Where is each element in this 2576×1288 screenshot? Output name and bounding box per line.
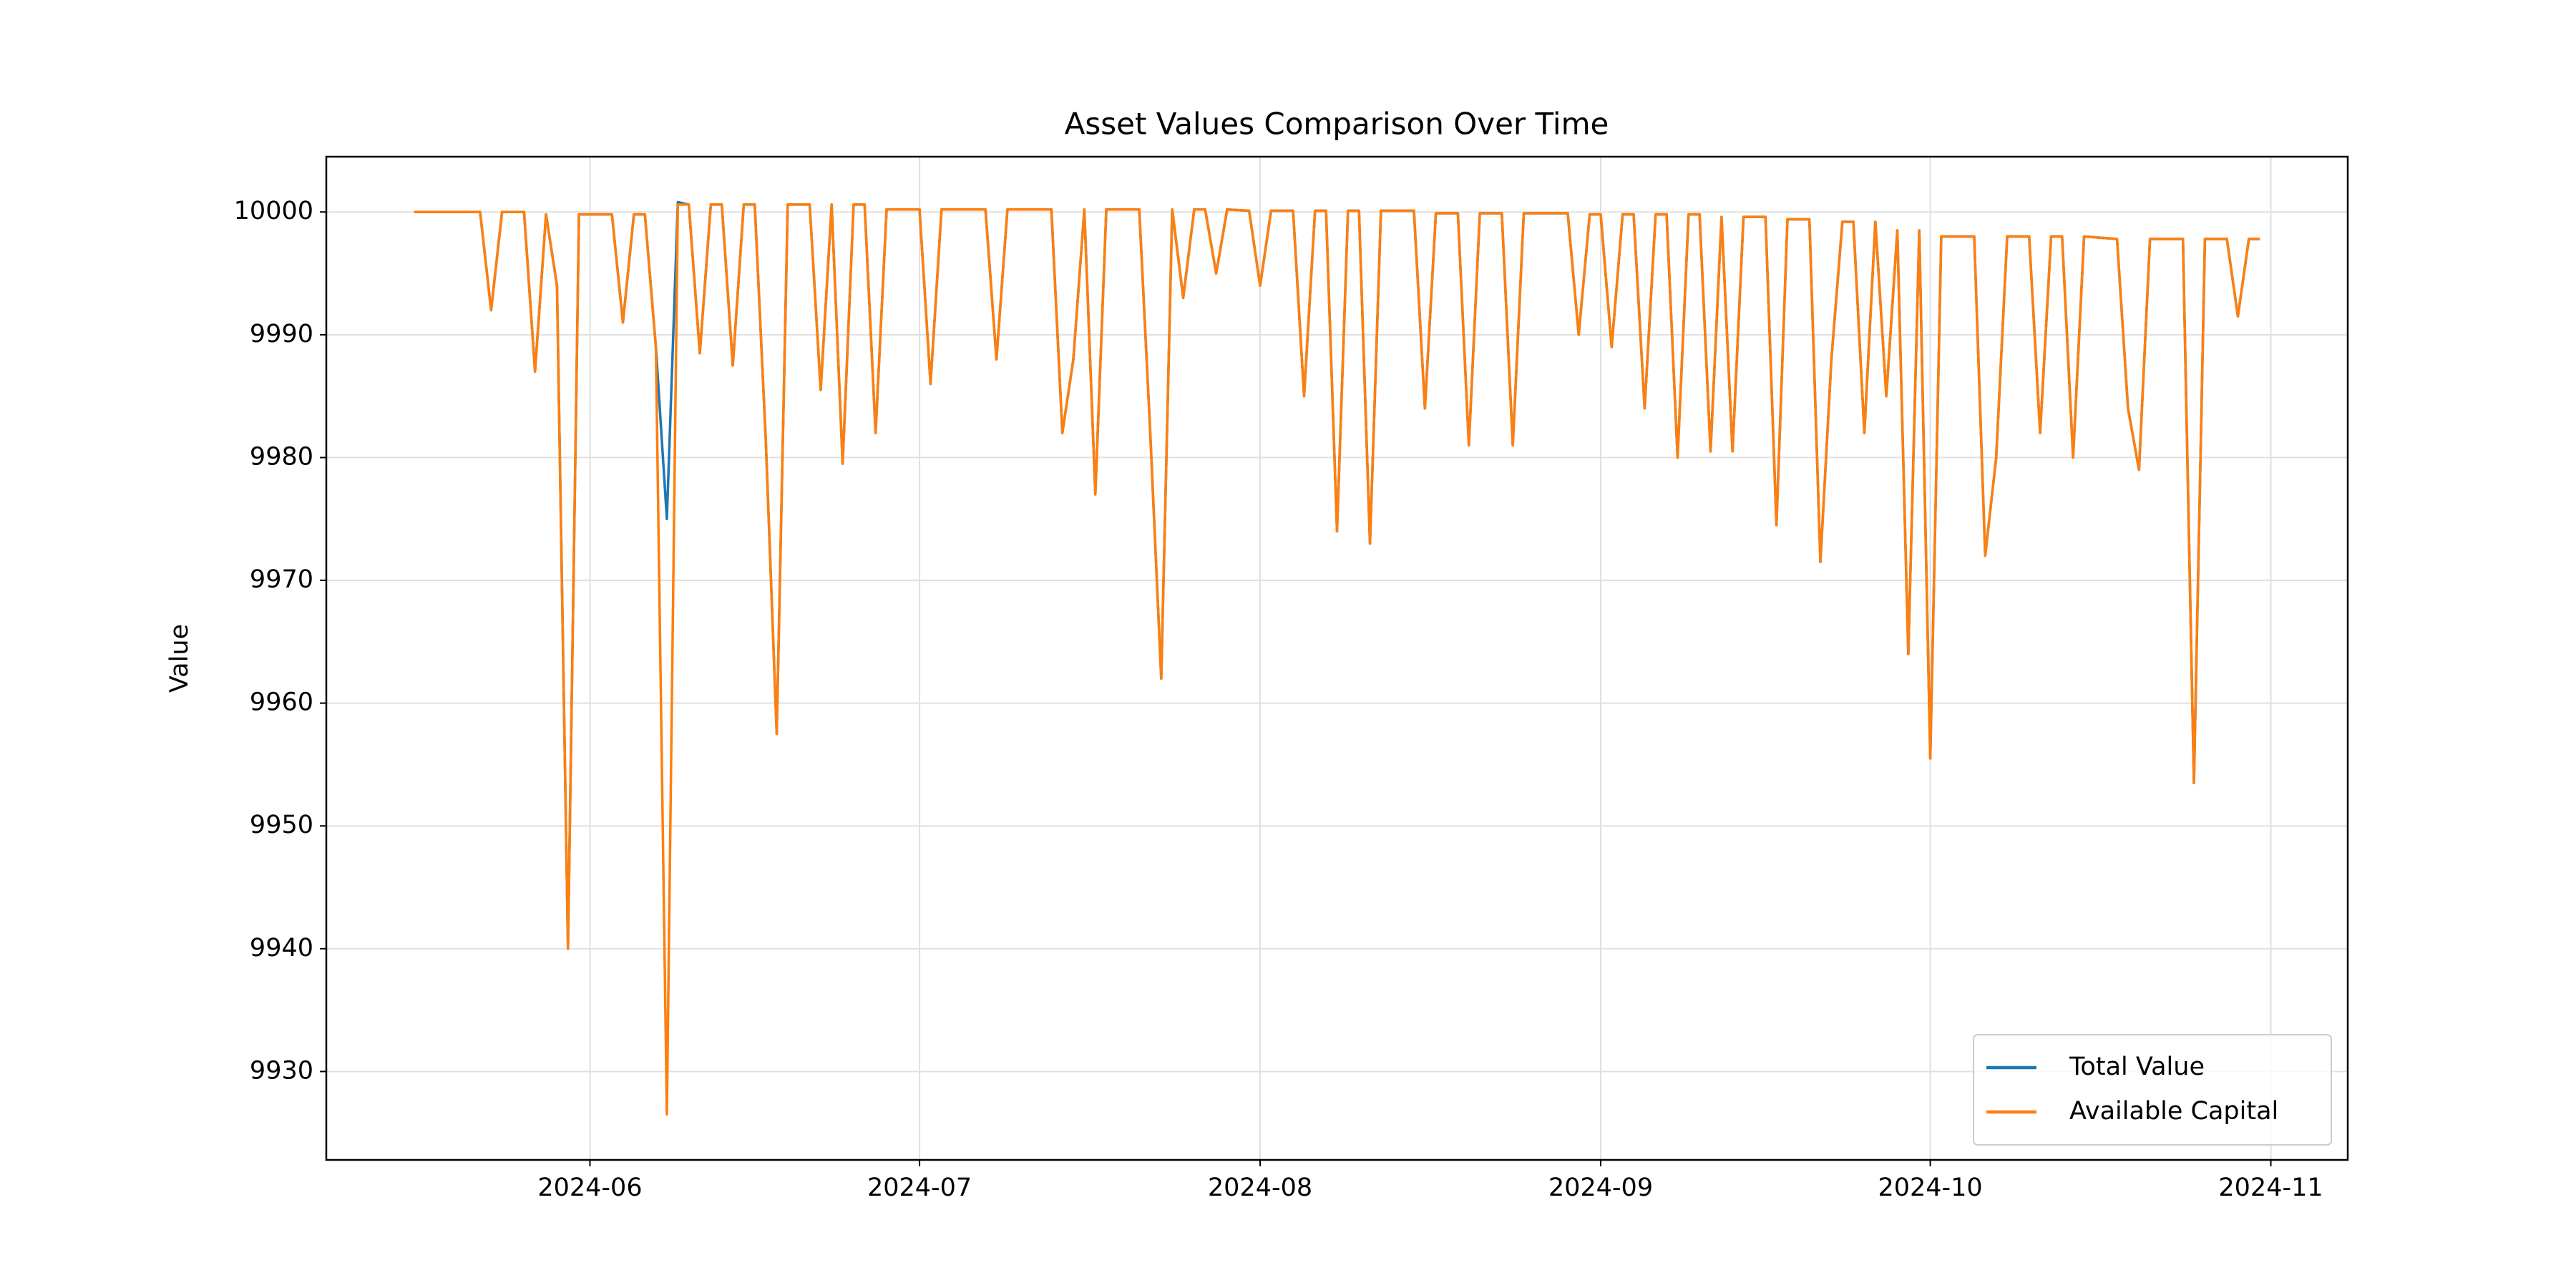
x-tick-label: 2024-08 (1208, 1174, 1312, 1202)
y-tick-label: 9940 (250, 934, 313, 962)
plot-frame (325, 155, 2349, 1161)
y-tick-label: 9930 (250, 1056, 313, 1085)
legend-label: Total Value (2069, 1053, 2205, 1081)
series-line (414, 203, 2260, 1116)
x-tick-label: 2024-11 (2218, 1174, 2323, 1202)
y-tick-label: 9960 (250, 688, 313, 717)
legend-box (1973, 1034, 2332, 1146)
y-axis-label: Value (165, 624, 194, 693)
x-tick-label: 2024-10 (1878, 1174, 1982, 1202)
x-tick-label: 2024-09 (1548, 1174, 1653, 1202)
legend-label: Available Capital (2069, 1097, 2278, 1126)
y-tick-label: 9980 (250, 442, 313, 471)
y-tick-label: 9970 (250, 565, 313, 594)
chart-title: Asset Values Comparison Over Time (1065, 107, 1609, 142)
y-tick-label: 9950 (250, 811, 313, 839)
x-tick-label: 2024-07 (867, 1174, 972, 1202)
x-tick-label: 2024-06 (537, 1174, 642, 1202)
legend: Total Value Available Capital (1973, 1034, 2332, 1146)
y-tick-label: 10000 (234, 197, 313, 225)
y-tick-label: 9990 (250, 320, 313, 348)
